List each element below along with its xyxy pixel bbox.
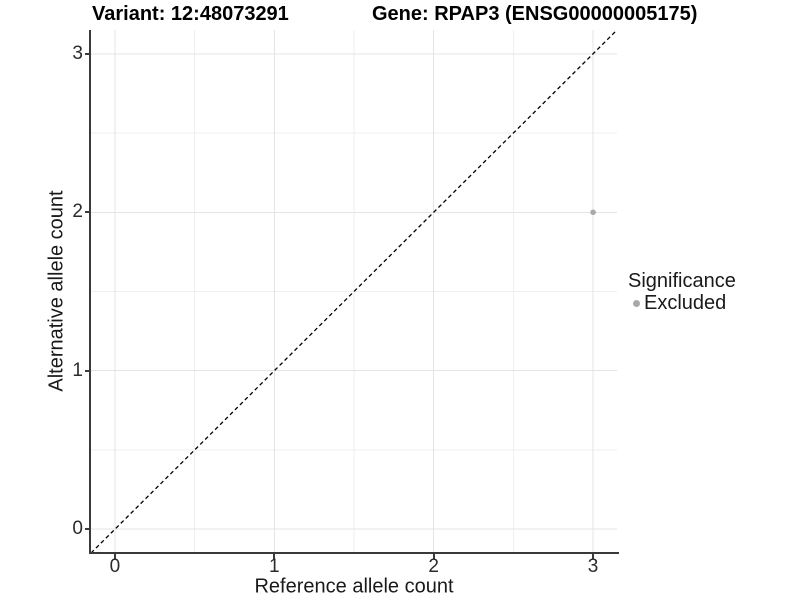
y-tick-label: 0	[72, 518, 83, 540]
legend-title: Significance	[628, 270, 736, 292]
x-tick-label: 2	[428, 556, 439, 577]
x-tick	[592, 554, 595, 559]
legend-key-dot-icon	[633, 299, 640, 307]
y-tick	[85, 369, 89, 372]
y-tick	[85, 528, 89, 531]
plot-panel	[91, 30, 617, 553]
legend-item: Excluded	[628, 292, 736, 314]
x-tick-label: 0	[109, 556, 121, 577]
y-tick-label: 3	[72, 42, 83, 64]
data-point	[590, 209, 596, 216]
x-tick-label: 1	[269, 556, 280, 577]
legend-items: Excluded	[628, 292, 736, 314]
x-tick	[113, 554, 116, 559]
x-tick	[432, 554, 435, 559]
identity-dashed-line	[91, 30, 617, 553]
x-axis-title: Reference allele count	[254, 575, 454, 598]
legend: Significance Excluded	[628, 270, 736, 314]
y-tick	[85, 211, 89, 214]
y-tick-label: 2	[72, 201, 83, 223]
plot-title-gene: Gene: RPAP3 (ENSG00000005175)	[372, 3, 698, 25]
plot-title-variant: Variant: 12:48073291	[92, 3, 289, 25]
x-tick-label: 3	[587, 556, 599, 577]
legend-item-label: Excluded	[644, 291, 727, 314]
x-axis-line	[89, 552, 619, 554]
y-axis-line	[89, 30, 91, 554]
x-tick	[273, 554, 276, 559]
legend-key	[629, 299, 644, 307]
y-tick	[85, 52, 89, 55]
y-tick-label: 1	[72, 359, 83, 381]
